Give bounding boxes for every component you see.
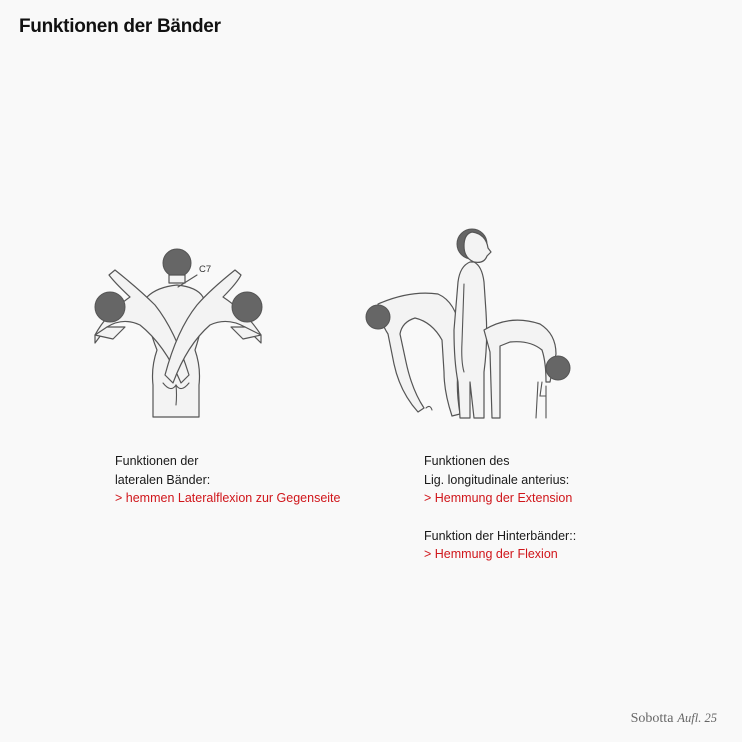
caption-right-b1-function: > Hemmung der Extension [424,491,573,505]
extension-flexion-figure [365,228,571,419]
caption-ligament-functions: Funktionen des Lig. longitudinale anteri… [424,452,576,564]
footer-branding: Sobotta Aufl. 25 [631,711,717,727]
caption-right-b1-line2: Lig. longitudinale anterius: [424,472,570,487]
caption-right-b2-line1: Funktion der Hinterbänder:: [424,528,577,543]
caption-lateral-ligaments: Funktionen der lateralen Bänder: > hemme… [115,452,340,508]
lateral-flexion-figure: C7 [94,248,263,418]
footer-brand: Sobotta [630,711,674,726]
page-title: Funktionen der Bänder [19,16,221,37]
caption-left-function: > hemmen Lateralflexion zur Gegenseite [115,491,341,505]
caption-right-b1-line1: Funktionen des [424,454,510,468]
footer-edition: Aufl. 25 [677,711,717,725]
c7-label: C7 [199,264,211,275]
caption-posterior-ligaments: Funktion der Hinterbänder:: > Hemmung de… [424,527,576,564]
caption-anterior-ligament: Funktionen des Lig. longitudinale anteri… [424,452,576,508]
caption-left-line2: lateralen Bänder: [115,472,211,487]
caption-left-line1: Funktionen der [115,454,199,468]
caption-right-b2-function: > Hemmung der Flexion [424,547,558,561]
